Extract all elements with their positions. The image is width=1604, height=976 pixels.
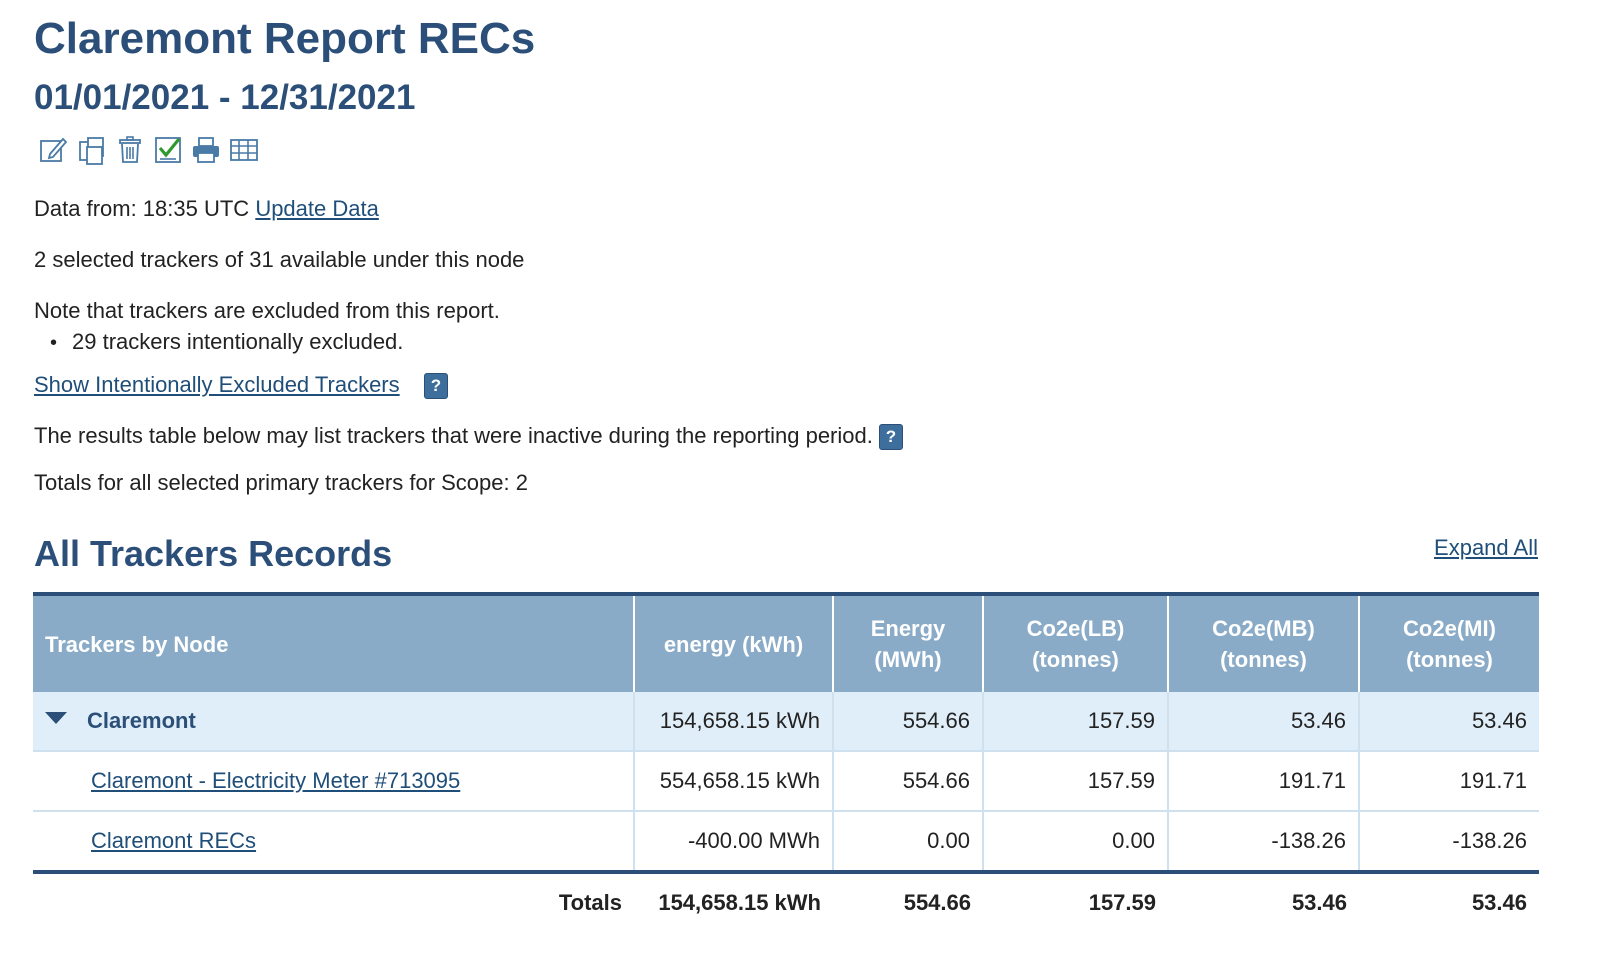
trackers-table: Trackers by Node energy (kWh) Energy (MW…: [33, 592, 1539, 932]
totals-row: Totals 154,658.15 kWh 554.66 157.59 53.4…: [33, 872, 1539, 932]
table-row: Claremont - Electricity Meter #713095 55…: [33, 751, 1539, 812]
data-from-label: Data from: 18:35 UTC: [34, 196, 250, 221]
section-title: All Trackers Records: [34, 533, 393, 574]
table-row: Claremont RECs -400.00 MWh 0.00 0.00 -13…: [33, 811, 1539, 874]
tracker-co2e-lb: 0.00: [982, 811, 1168, 874]
node-energy-mwh: 554.66: [832, 692, 983, 752]
node-co2e-mb: 53.46: [1167, 692, 1359, 752]
tracker-name-cell: Claremont - Electricity Meter #713095: [33, 751, 634, 812]
help-icon[interactable]: ?: [423, 373, 448, 400]
excluded-note: Note that trackers are excluded from thi…: [34, 298, 500, 323]
column-header-energy-kwh[interactable]: energy (kWh): [633, 594, 833, 692]
tracker-co2e-mi: -138.26: [1358, 811, 1539, 874]
report-toolbar: [38, 132, 266, 168]
tracker-energy-kwh: 554,658.15 kWh: [633, 751, 833, 812]
excluded-list-item: 29 trackers intentionally excluded.: [50, 328, 403, 357]
node-row[interactable]: Claremont 154,658.15 kWh 554.66 157.59 5…: [33, 692, 1539, 752]
node-co2e-lb: 157.59: [982, 692, 1168, 752]
checklist-icon[interactable]: [152, 134, 184, 166]
column-header-co2e-lb[interactable]: Co2e(LB) (tonnes): [982, 594, 1168, 692]
totals-label: Totals: [558, 890, 622, 915]
data-timestamp-line: Data from: 18:35 UTC Update Data: [34, 195, 379, 223]
table-header-row: Trackers by Node energy (kWh) Energy (MW…: [33, 594, 1539, 692]
tracker-co2e-mb: 191.71: [1167, 751, 1359, 812]
tracker-link[interactable]: Claremont RECs: [91, 828, 257, 853]
collapse-caret-icon[interactable]: [45, 712, 67, 724]
excluded-list: 29 trackers intentionally excluded.: [50, 328, 403, 357]
show-excluded-trackers-link[interactable]: Show Intentionally Excluded Trackers: [34, 372, 400, 397]
column-header-energy-mwh[interactable]: Energy (MWh): [832, 594, 983, 692]
edit-icon[interactable]: [38, 134, 70, 166]
tracker-co2e-mb: -138.26: [1167, 811, 1359, 874]
totals-scope-text: Totals for all selected primary trackers…: [34, 470, 528, 495]
column-header-co2e-mb[interactable]: Co2e(MB) (tonnes): [1167, 594, 1359, 692]
totals-energy-kwh: 154,658.15 kWh: [658, 890, 821, 915]
totals-co2e-mb: 53.46: [1291, 890, 1347, 915]
node-name-cell: Claremont: [33, 692, 634, 752]
inactive-note: The results table below may list tracker…: [34, 423, 873, 448]
tracker-co2e-lb: 157.59: [982, 751, 1168, 812]
totals-co2e-lb: 157.59: [1088, 890, 1156, 915]
tracker-energy-kwh: -400.00 MWh: [633, 811, 833, 874]
selected-trackers-text: 2 selected trackers of 31 available unde…: [34, 247, 525, 272]
inactive-note-line: The results table below may list tracker…: [34, 422, 903, 451]
column-header-trackers[interactable]: Trackers by Node: [33, 594, 634, 692]
excluded-list-item-text: 29 trackers intentionally excluded.: [72, 329, 404, 354]
totals-co2e-mi: 53.46: [1471, 890, 1527, 915]
date-range: 01/01/2021 - 12/31/2021: [34, 78, 416, 117]
tracker-name-cell: Claremont RECs: [33, 811, 634, 874]
trash-icon[interactable]: [114, 134, 146, 166]
page-title: Claremont Report RECs: [34, 14, 536, 63]
column-header-co2e-mi[interactable]: Co2e(MI) (tonnes): [1358, 594, 1539, 692]
tracker-co2e-mi: 191.71: [1358, 751, 1539, 812]
copy-icon[interactable]: [76, 134, 108, 166]
tracker-energy-mwh: 554.66: [832, 751, 983, 812]
totals-energy-mwh: 554.66: [903, 890, 971, 915]
show-excluded-line: Show Intentionally Excluded Trackers ?: [34, 371, 448, 400]
table-icon[interactable]: [228, 134, 260, 166]
node-energy-kwh: 154,658.15 kWh: [633, 692, 833, 752]
tracker-energy-mwh: 0.00: [832, 811, 983, 874]
update-data-link[interactable]: Update Data: [255, 196, 379, 221]
print-icon[interactable]: [190, 134, 222, 166]
help-icon[interactable]: ?: [878, 424, 903, 451]
expand-all-link[interactable]: Expand All: [1434, 535, 1538, 560]
tracker-link[interactable]: Claremont - Electricity Meter #713095: [91, 768, 461, 793]
node-name: Claremont: [87, 708, 196, 733]
node-co2e-mi: 53.46: [1358, 692, 1539, 752]
